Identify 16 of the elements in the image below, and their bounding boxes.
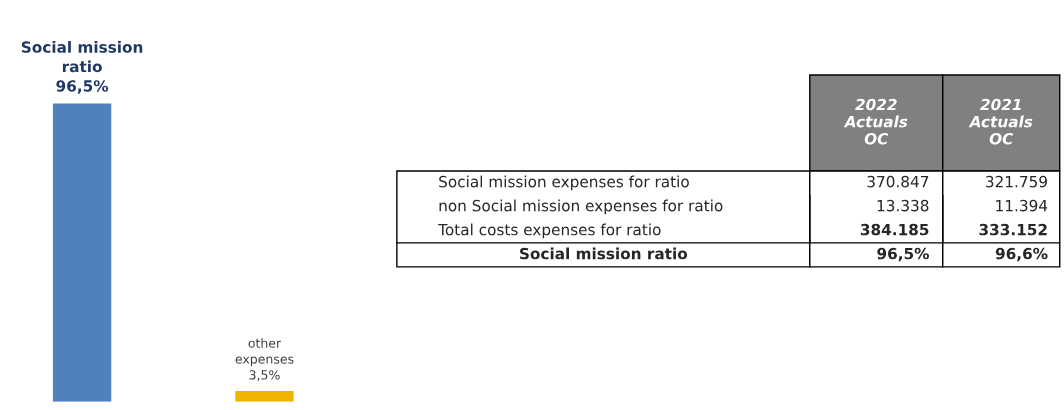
text: 2021 Actuals OC [968, 98, 1033, 145]
text: 11.394 [996, 199, 1048, 212]
text: 2022 Actuals OC [843, 98, 908, 145]
text: 384.185 [860, 223, 929, 236]
text: 96,5% [877, 247, 929, 262]
text: Social mission ratio [520, 247, 688, 260]
text: 370.847 [867, 175, 929, 188]
text: 321.759 [986, 175, 1047, 188]
text: Total costs expenses for ratio [438, 223, 661, 239]
data-label: Social mission ratio 96,5% [21, 41, 143, 94]
data-label: other expenses 3,5% [235, 338, 294, 381]
text: non Social mission expenses for ratio [439, 199, 723, 215]
text: Social mission expenses for ratio [439, 175, 689, 191]
text: 96,6% [995, 247, 1048, 262]
text: 333.152 [979, 223, 1047, 236]
text: 13.338 [877, 199, 929, 212]
